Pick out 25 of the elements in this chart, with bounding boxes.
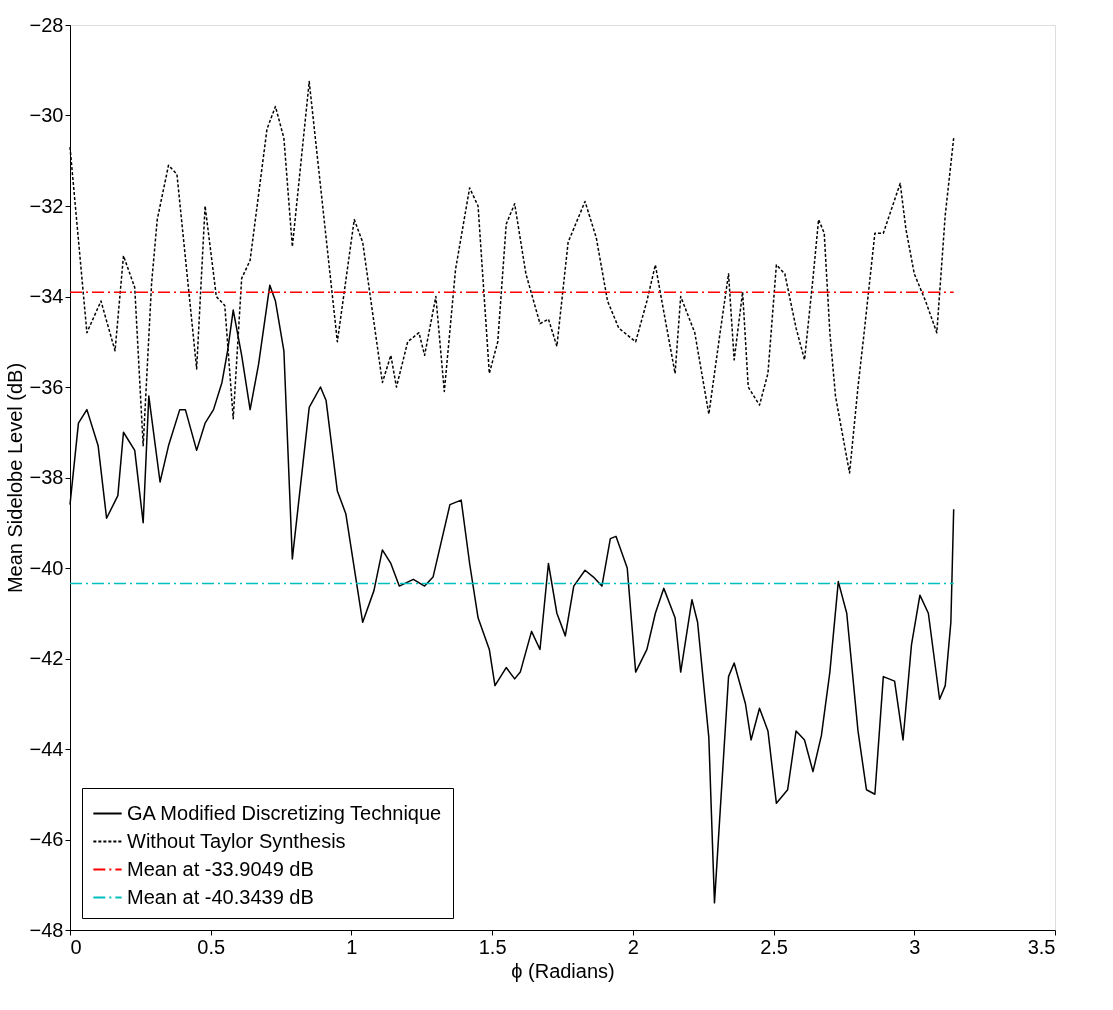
- x-tick-label: 1.5: [478, 935, 507, 958]
- y-tick-label: −34: [29, 285, 64, 307]
- y-tick-label: −48: [29, 918, 64, 941]
- legend-label: Without Taylor Synthesis: [127, 829, 346, 852]
- y-axis-title: Mean Sidelobe Level (dB): [3, 362, 26, 594]
- x-tick-label: 3.5: [1027, 935, 1056, 958]
- x-axis-title: ϕ (Radians): [511, 959, 615, 982]
- x-tick-label: 3: [909, 935, 921, 958]
- legend-label: GA Modified Discretizing Technique: [127, 801, 442, 824]
- y-tick-label: −28: [29, 13, 64, 36]
- y-tick-label: −30: [29, 104, 64, 126]
- x-tick-label: 1: [346, 935, 358, 958]
- y-tick-label: −36: [29, 375, 64, 398]
- y-tick-label: −42: [29, 647, 64, 669]
- y-tick-label: −40: [29, 556, 64, 579]
- y-tick-label: −38: [29, 466, 64, 488]
- y-tick-label: −44: [29, 737, 64, 760]
- y-tick-label: −32: [29, 194, 64, 217]
- legend-label: Mean at -33.9049 dB: [127, 857, 314, 880]
- x-tick-label: 2.5: [760, 935, 788, 958]
- legend-label: Mean at -40.3439 dB: [127, 885, 314, 908]
- x-tick-label: 2: [627, 935, 639, 958]
- x-tick-label: 0: [70, 935, 82, 958]
- y-tick-label: −46: [29, 828, 64, 850]
- x-tick-label: 0.5: [197, 935, 226, 958]
